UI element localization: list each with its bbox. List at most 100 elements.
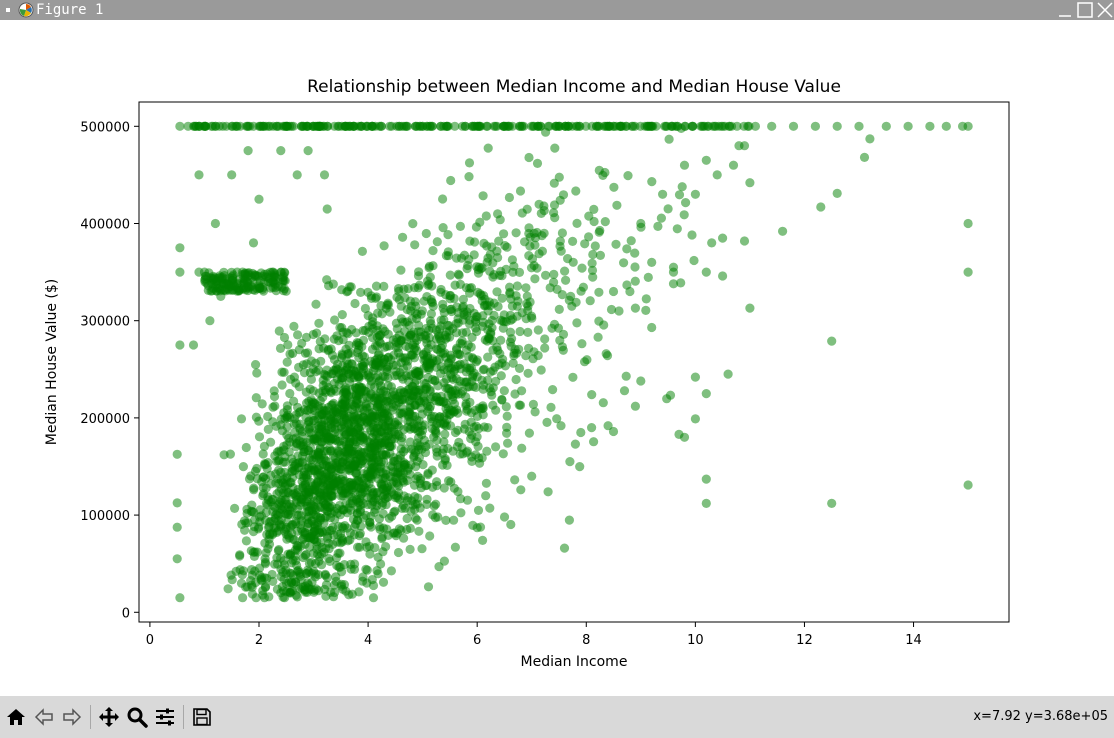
data-point <box>396 265 406 275</box>
data-point <box>548 385 558 395</box>
data-point <box>388 360 398 370</box>
data-point <box>241 442 251 453</box>
data-point <box>636 218 646 229</box>
plot-frame <box>138 101 1010 623</box>
data-point <box>728 160 739 170</box>
data-point <box>414 526 424 536</box>
data-point <box>411 462 421 472</box>
data-point <box>392 491 402 501</box>
back-button[interactable] <box>32 705 56 729</box>
data-point <box>658 189 668 199</box>
data-point <box>378 509 388 519</box>
maximize-icon[interactable] <box>1076 1 1094 19</box>
data-point <box>478 535 488 546</box>
data-point <box>273 526 283 536</box>
data-point <box>524 428 535 438</box>
data-point <box>451 253 462 263</box>
data-point <box>331 572 341 582</box>
data-point <box>557 228 568 238</box>
data-point <box>489 310 499 320</box>
data-point <box>507 301 517 311</box>
data-point <box>532 158 543 168</box>
figure-canvas[interactable]: 0 2 4 6 8 10 12 14 0 100000 200000 300000 400000 500… <box>0 20 1114 696</box>
data-point <box>265 267 275 277</box>
data-point <box>355 542 365 552</box>
data-point <box>608 286 619 297</box>
pan-button[interactable] <box>97 705 121 729</box>
data-point <box>279 445 289 455</box>
data-point <box>485 367 495 377</box>
data-point <box>443 247 453 257</box>
data-point <box>572 121 582 131</box>
data-point <box>210 121 220 131</box>
data-point <box>442 460 452 470</box>
data-point <box>397 503 407 513</box>
data-point <box>356 287 366 297</box>
home-button[interactable] <box>4 705 28 729</box>
data-point <box>585 296 595 306</box>
data-point <box>279 332 290 343</box>
data-point <box>542 417 552 427</box>
window-menu-dot[interactable] <box>6 8 10 12</box>
zoom-button[interactable] <box>125 705 149 729</box>
data-point <box>399 446 409 457</box>
data-point <box>409 353 420 363</box>
data-point <box>337 310 347 320</box>
data-point <box>499 386 509 396</box>
data-point <box>326 490 337 500</box>
data-point <box>341 344 351 354</box>
data-point <box>273 456 283 466</box>
data-point <box>306 374 316 384</box>
data-point <box>456 494 466 504</box>
data-point <box>372 501 382 511</box>
data-point <box>372 292 382 302</box>
data-point <box>314 318 324 328</box>
data-point <box>540 343 550 353</box>
data-point <box>593 332 603 342</box>
data-point <box>322 428 332 438</box>
data-point <box>529 260 539 271</box>
data-point <box>375 522 385 532</box>
data-point <box>225 449 235 459</box>
data-point <box>317 526 327 536</box>
save-button[interactable] <box>190 705 214 729</box>
data-point <box>374 337 384 347</box>
data-point <box>581 121 591 131</box>
data-point <box>263 495 274 505</box>
data-point <box>358 576 368 586</box>
data-point <box>301 332 312 342</box>
data-point <box>679 210 689 220</box>
data-point <box>372 321 382 331</box>
data-point <box>549 319 560 329</box>
data-point <box>247 500 257 510</box>
minimize-icon[interactable] <box>1056 1 1074 19</box>
data-point <box>555 195 565 205</box>
data-point <box>392 292 402 302</box>
close-icon[interactable] <box>1096 1 1114 19</box>
data-point <box>508 267 518 277</box>
data-point <box>345 396 356 406</box>
data-point <box>248 238 259 248</box>
forward-button[interactable] <box>60 705 84 729</box>
data-point <box>336 474 346 484</box>
data-point <box>347 589 357 599</box>
data-point <box>254 194 264 204</box>
data-point <box>477 404 487 414</box>
data-point <box>263 424 273 434</box>
data-point <box>288 571 298 581</box>
data-point <box>483 352 493 362</box>
data-point <box>528 121 538 131</box>
data-point <box>479 422 489 432</box>
data-point <box>405 523 415 533</box>
data-point <box>313 465 323 475</box>
data-point <box>460 121 470 131</box>
data-point <box>291 556 301 566</box>
data-point <box>487 390 497 400</box>
data-point <box>523 327 533 337</box>
data-point <box>453 425 463 435</box>
data-point <box>255 505 265 515</box>
configure-subplots-button[interactable] <box>153 705 177 729</box>
data-point <box>349 530 359 540</box>
data-point <box>285 388 295 399</box>
data-point <box>703 121 714 131</box>
